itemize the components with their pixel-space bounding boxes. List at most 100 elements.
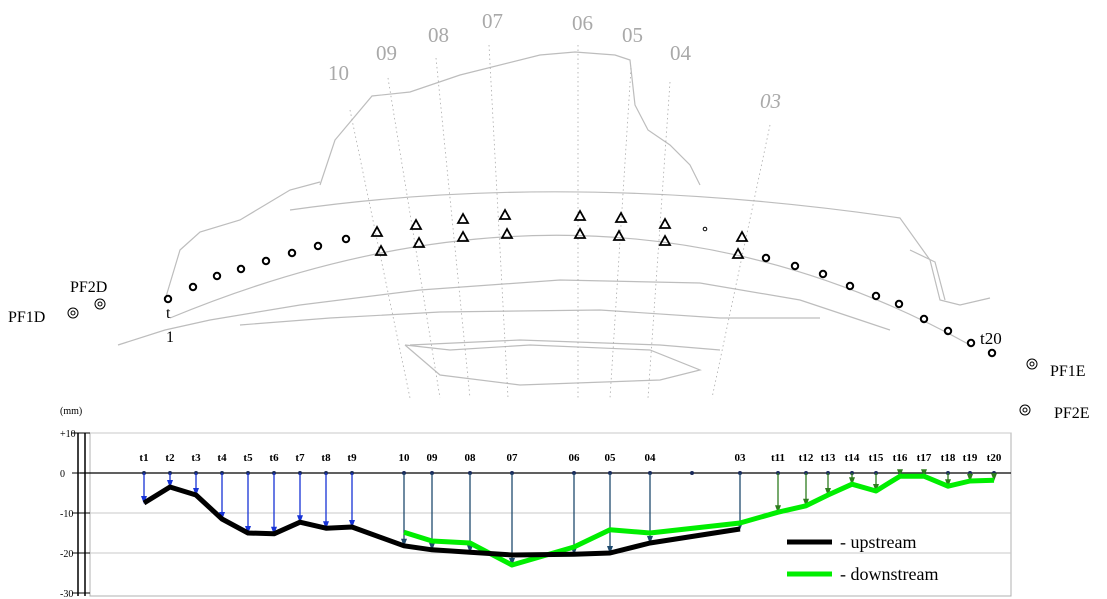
plan-point-circle bbox=[163, 294, 173, 304]
x-label-09: 09 bbox=[427, 452, 439, 464]
x-label-t8: t8 bbox=[321, 452, 331, 464]
legend-label-downstream: - downstream bbox=[840, 564, 938, 584]
plan-point-triangle bbox=[612, 229, 626, 241]
x-label-t11: t11 bbox=[771, 452, 785, 464]
plan-point-circle bbox=[894, 299, 904, 309]
pendulum-pf2e-label: PF2E bbox=[1054, 405, 1090, 422]
plan-point-circle bbox=[341, 234, 351, 244]
displacement-arrowhead bbox=[991, 473, 997, 482]
displacement-arrowhead bbox=[401, 538, 407, 547]
pendulum-pf2d-marker-core bbox=[97, 301, 103, 307]
plan-point-triangle bbox=[658, 217, 672, 229]
pendulum-pf1d-label: PF1D bbox=[8, 309, 45, 326]
displacement-arrowhead bbox=[873, 484, 879, 492]
plan-point-triangle bbox=[500, 227, 514, 239]
dam-plan-outline bbox=[117, 51, 991, 386]
pendulum-pf2e-marker bbox=[1019, 404, 1031, 416]
x-label-10: 10 bbox=[399, 452, 411, 464]
plan-point-small bbox=[702, 226, 708, 232]
x-label-t16: t16 bbox=[893, 452, 908, 464]
displacement-arrowhead bbox=[803, 498, 809, 507]
plan-point-triangle bbox=[573, 209, 587, 221]
x-label-t4: t4 bbox=[217, 452, 227, 464]
x-label-t3: t3 bbox=[191, 452, 201, 464]
x-label-t5: t5 bbox=[243, 452, 253, 464]
displacement-arrowhead bbox=[607, 546, 613, 554]
plan-measurement-points bbox=[163, 208, 997, 358]
section-line-09 bbox=[387, 77, 441, 399]
pendulum-pf2d-marker bbox=[94, 298, 106, 310]
x-label-t1: t1 bbox=[139, 452, 148, 464]
foundation-contour bbox=[117, 279, 891, 346]
plan-point-circle bbox=[919, 314, 929, 324]
displacement-arrowhead bbox=[245, 526, 251, 534]
plan-point-triangle bbox=[498, 208, 512, 220]
y-tick-label: -20 bbox=[60, 549, 73, 560]
x-label-04: 04 bbox=[645, 452, 657, 464]
section-label-07: 07 bbox=[482, 9, 503, 33]
valley-contour-left bbox=[164, 181, 321, 301]
valley-contour-right bbox=[909, 249, 946, 301]
y-tick-label: -30 bbox=[60, 589, 73, 599]
section-line-05 bbox=[609, 67, 632, 399]
x-label-t15: t15 bbox=[869, 452, 884, 464]
valley-contour-upper bbox=[319, 51, 701, 186]
pendulum-pf1d: PF1D bbox=[8, 307, 79, 326]
pendulum-pf1e-label: PF1E bbox=[1050, 363, 1086, 380]
legend: - upstream - downstream bbox=[787, 532, 938, 584]
pendulum-pf1d-marker bbox=[67, 307, 79, 319]
series-line-upstream bbox=[142, 484, 741, 558]
displacement-arrowhead bbox=[167, 480, 173, 488]
x-label-t18: t18 bbox=[941, 452, 956, 464]
section-line-07 bbox=[488, 44, 509, 399]
plan-point-circle bbox=[871, 291, 881, 301]
x-label-t17: t17 bbox=[917, 452, 932, 464]
chart-vertical-arrows bbox=[141, 469, 997, 566]
plan-point-triangle bbox=[573, 227, 587, 239]
plan-point-circle bbox=[188, 282, 198, 292]
displacement-arrowhead bbox=[945, 479, 951, 488]
displacement-arrowhead bbox=[897, 469, 903, 478]
x-label-t13: t13 bbox=[821, 452, 836, 464]
section-labels: 10 09 08 07 06 05 04 03 bbox=[328, 9, 781, 113]
point-last-label: t20 bbox=[980, 329, 1002, 348]
plan-point-triangle bbox=[456, 212, 470, 224]
plan-point-circle bbox=[966, 338, 976, 348]
plan-point-triangle bbox=[658, 234, 672, 246]
plan-point-circle bbox=[943, 326, 953, 336]
displacement-arrowhead bbox=[921, 469, 927, 478]
downstream-bed-line bbox=[409, 339, 721, 351]
plan-point-circle bbox=[845, 281, 855, 291]
displacement-arrowhead bbox=[297, 515, 303, 524]
downstream-bed-contour bbox=[404, 344, 702, 386]
x-label-t7: t7 bbox=[295, 452, 305, 464]
plan-point-triangle bbox=[409, 218, 423, 230]
x-label-07: 07 bbox=[507, 452, 519, 464]
x-label-t6: t6 bbox=[269, 452, 279, 464]
plan-point-circle bbox=[236, 264, 246, 274]
section-lines bbox=[349, 44, 771, 399]
legend-label-upstream: - upstream bbox=[840, 532, 916, 552]
displacement-arrowhead bbox=[323, 521, 329, 530]
displacement-arrowhead bbox=[849, 477, 855, 486]
pendulum-pf1e: PF1E bbox=[1026, 358, 1086, 380]
section-label-08: 08 bbox=[428, 23, 449, 47]
x-label-06: 06 bbox=[569, 452, 581, 464]
pendulum-pf2e: PF2E bbox=[1019, 404, 1090, 422]
x-label-03: 03 bbox=[735, 452, 747, 464]
plan-point-circle bbox=[212, 271, 222, 281]
plan-point-triangle bbox=[456, 230, 470, 242]
pendulum-pf2d-label: PF2D bbox=[70, 279, 107, 296]
plan-point-circle bbox=[818, 269, 828, 279]
pendulum-pf2d: PF2D bbox=[70, 279, 107, 310]
displacement-arrowhead bbox=[271, 526, 277, 535]
unit-label: (mm) bbox=[60, 406, 82, 417]
displacement-arrowhead bbox=[509, 558, 515, 566]
section-line-04 bbox=[647, 81, 671, 399]
displacement-arrowhead bbox=[141, 496, 147, 504]
x-label-t19: t19 bbox=[963, 452, 978, 464]
displacement-arrowhead bbox=[775, 505, 781, 514]
chart-series bbox=[142, 473, 995, 568]
section-line-03 bbox=[711, 124, 771, 399]
